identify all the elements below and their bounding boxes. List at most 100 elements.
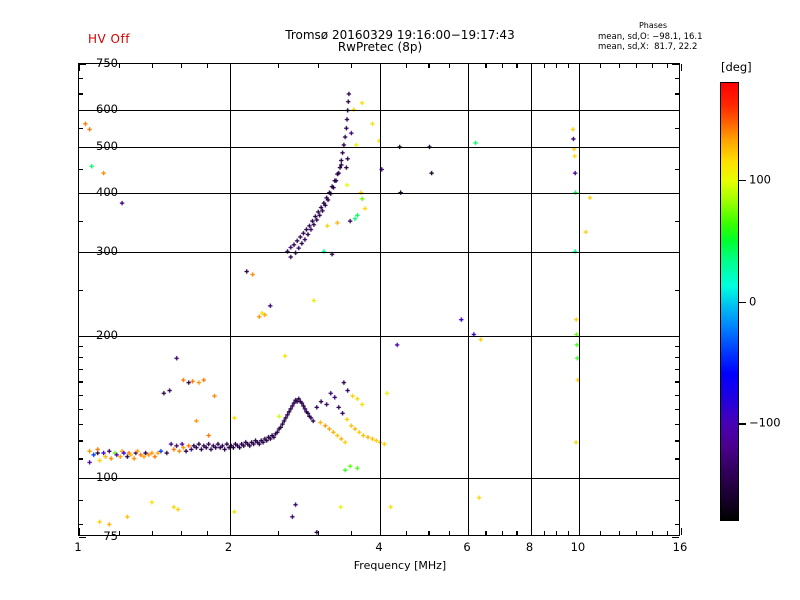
gridline-vertical bbox=[380, 64, 382, 535]
x-tick-minor bbox=[277, 531, 280, 535]
y-tick-minor bbox=[79, 220, 83, 222]
x-tick-major bbox=[229, 528, 231, 535]
x-tick-minor-top bbox=[567, 64, 569, 68]
x-tick-minor bbox=[516, 531, 518, 535]
y-tick-minor-right bbox=[675, 357, 679, 359]
y-tick-minor bbox=[79, 357, 83, 359]
y-tick-minor bbox=[79, 127, 83, 129]
y-tick-minor bbox=[79, 346, 83, 348]
y-axis-tick-label: 500 bbox=[96, 139, 118, 154]
x-axis-tick-label: 16 bbox=[672, 540, 688, 554]
scatter-plot-area bbox=[78, 63, 683, 539]
x-tick-major-top bbox=[380, 64, 382, 71]
y-tick-minor-right bbox=[675, 78, 679, 80]
x-tick-minor-top bbox=[516, 64, 518, 68]
y-tick-major bbox=[79, 147, 86, 149]
x-tick-minor bbox=[449, 531, 451, 535]
x-tick-minor bbox=[556, 531, 558, 535]
plot-title-line-2: RwPretec (8p) bbox=[337, 40, 423, 54]
x-tick-minor bbox=[351, 531, 353, 535]
x-tick-minor-top bbox=[635, 64, 638, 68]
x-tick-major bbox=[79, 528, 81, 535]
y-tick-minor bbox=[79, 424, 83, 426]
y-axis-tick-label: 200 bbox=[96, 327, 118, 342]
gridline-horizontal bbox=[79, 335, 679, 337]
y-tick-minor-right bbox=[675, 220, 679, 222]
hv-status-label: HV Off bbox=[88, 32, 130, 46]
x-tick-minor-top bbox=[556, 64, 558, 68]
y-tick-major bbox=[79, 335, 86, 337]
x-tick-minor bbox=[118, 531, 120, 535]
y-tick-minor bbox=[79, 381, 83, 383]
y-tick-minor-right bbox=[675, 93, 679, 95]
plot-title-line-1: Tromsø 20160329 19:16:00−19:17:43 bbox=[285, 28, 515, 42]
y-tick-minor-right bbox=[675, 458, 679, 460]
x-tick-major-top bbox=[468, 64, 470, 71]
gridline-vertical bbox=[578, 64, 581, 535]
y-tick-minor-right bbox=[675, 424, 679, 426]
y-tick-major-right bbox=[672, 537, 679, 539]
x-tick-major-top bbox=[229, 64, 231, 71]
x-tick-minor-top bbox=[405, 64, 407, 68]
x-axis-tick-label: 10 bbox=[570, 540, 586, 554]
y-tick-major-right bbox=[672, 109, 679, 112]
x-tick-major bbox=[578, 528, 581, 535]
x-tick-major-top bbox=[681, 64, 683, 71]
x-tick-minor-top bbox=[501, 64, 503, 68]
phases-x-mode-stats: mean, sd,X: 81.7, 22.2 bbox=[598, 42, 698, 52]
y-tick-minor-right bbox=[675, 381, 679, 383]
x-axis-tick-label: 1 bbox=[74, 540, 82, 554]
gridline-vertical bbox=[530, 64, 532, 535]
gridline-horizontal bbox=[79, 252, 679, 254]
y-axis-tick-label: 400 bbox=[96, 185, 118, 200]
x-axis-tick-label: 6 bbox=[463, 540, 471, 554]
colorbar-tick-label: 100 bbox=[749, 171, 771, 186]
x-axis-title: Frequency [MHz] bbox=[353, 559, 447, 572]
y-tick-minor-right bbox=[675, 394, 679, 396]
colorbar-tick-label: −100 bbox=[749, 415, 781, 430]
y-axis-tick-label: 750 bbox=[96, 56, 118, 70]
y-tick-minor bbox=[79, 523, 83, 525]
x-tick-minor-top bbox=[351, 64, 353, 68]
x-tick-minor-top bbox=[599, 64, 601, 68]
y-tick-major bbox=[79, 252, 86, 254]
y-tick-major bbox=[79, 537, 86, 539]
x-tick-minor-top bbox=[666, 64, 669, 68]
y-tick-minor bbox=[79, 408, 83, 410]
colorbar bbox=[720, 82, 739, 521]
x-tick-minor bbox=[666, 531, 669, 535]
colorbar-tick-mark bbox=[739, 179, 746, 181]
y-tick-minor-right bbox=[675, 168, 679, 171]
y-tick-major-right bbox=[672, 147, 679, 149]
x-tick-minor-top bbox=[428, 64, 430, 68]
y-tick-major-right bbox=[672, 64, 679, 66]
x-tick-minor-top bbox=[118, 64, 120, 68]
x-axis-tick-label: 4 bbox=[375, 540, 383, 554]
x-tick-minor bbox=[206, 531, 208, 535]
y-tick-major bbox=[79, 64, 86, 66]
y-axis-tick-label: 75 bbox=[103, 529, 118, 543]
colorbar-title: [deg] bbox=[721, 60, 752, 74]
y-axis-tick-label: 600 bbox=[96, 101, 118, 116]
x-tick-minor bbox=[428, 531, 430, 535]
y-tick-minor bbox=[79, 440, 83, 442]
colorbar-tick-label: 0 bbox=[749, 293, 757, 308]
gridline-vertical bbox=[468, 64, 470, 535]
y-tick-minor-right bbox=[675, 408, 679, 410]
y-tick-minor bbox=[79, 289, 83, 291]
x-tick-minor-top bbox=[449, 64, 451, 68]
colorbar-tick-mark bbox=[739, 301, 746, 303]
x-tick-major bbox=[380, 528, 382, 535]
y-axis-tick-label: 300 bbox=[96, 244, 118, 259]
y-axis-tick-label: 100 bbox=[96, 469, 118, 484]
x-tick-minor-top bbox=[485, 64, 487, 68]
x-tick-minor bbox=[405, 531, 407, 535]
x-tick-minor-top bbox=[652, 64, 654, 68]
x-tick-major-top bbox=[79, 64, 81, 71]
x-tick-minor bbox=[501, 531, 503, 535]
x-tick-minor-top bbox=[618, 64, 620, 68]
x-tick-minor-top bbox=[543, 64, 545, 68]
y-tick-major bbox=[79, 193, 86, 195]
y-tick-minor bbox=[79, 78, 83, 80]
